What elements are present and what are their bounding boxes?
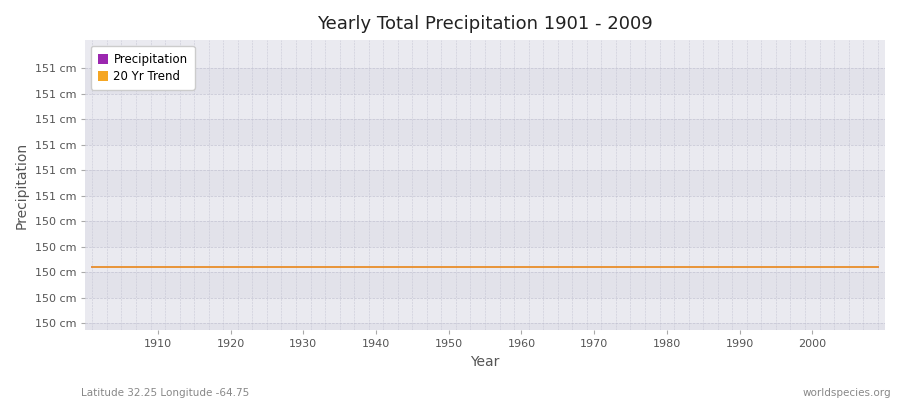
Bar (86, 221, 885, 247)
X-axis label: Year: Year (471, 355, 500, 369)
Legend: Precipitation, 20 Yr Trend: Precipitation, 20 Yr Trend (91, 46, 194, 90)
Bar (86, 323, 885, 330)
Y-axis label: Precipitation: Precipitation (15, 142, 29, 229)
Bar (86, 272, 885, 298)
Bar (86, 40, 885, 68)
Text: worldspecies.org: worldspecies.org (803, 388, 891, 398)
Bar (86, 68, 885, 94)
Bar (86, 247, 885, 272)
Bar (86, 145, 885, 170)
Title: Yearly Total Precipitation 1901 - 2009: Yearly Total Precipitation 1901 - 2009 (317, 15, 652, 33)
Text: Latitude 32.25 Longitude -64.75: Latitude 32.25 Longitude -64.75 (81, 388, 249, 398)
Bar (86, 120, 885, 145)
Bar (86, 94, 885, 120)
Bar (86, 196, 885, 221)
Bar (86, 170, 885, 196)
Bar (86, 298, 885, 323)
